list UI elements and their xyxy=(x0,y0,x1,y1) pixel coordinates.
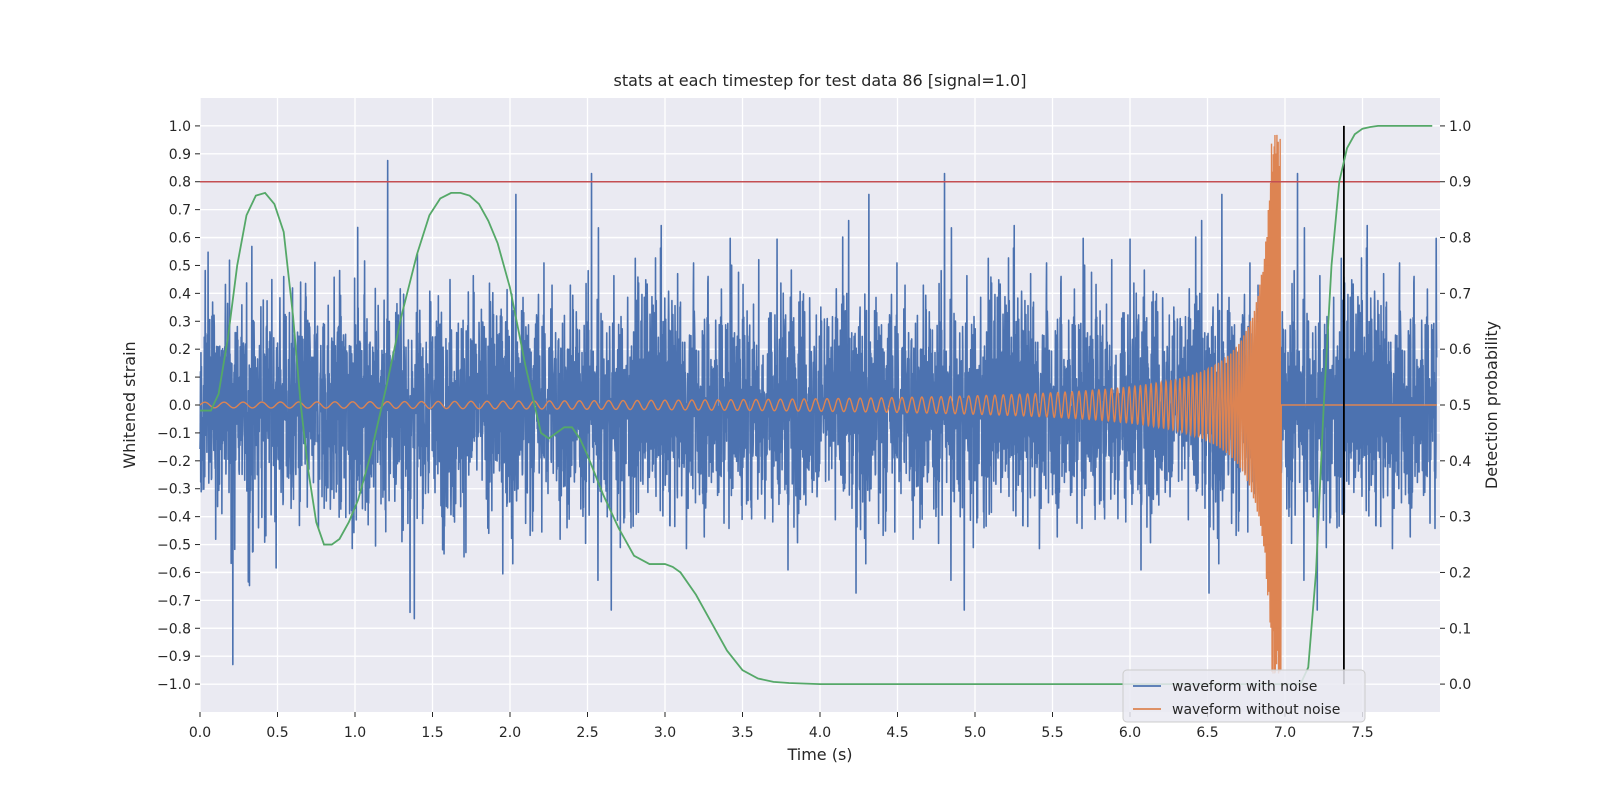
y2-axis-label: Detection probability xyxy=(1482,321,1501,489)
x-tick-label: 0.0 xyxy=(189,725,211,741)
x-tick-label: 2.0 xyxy=(499,725,521,741)
y-tick-label: −0.3 xyxy=(157,482,191,498)
x-tick-label: 5.0 xyxy=(964,725,986,741)
y2-tick-label: 0.7 xyxy=(1449,286,1471,302)
y-tick-label: 1.0 xyxy=(169,119,191,135)
y-tick-label: 0.1 xyxy=(169,370,191,386)
x-tick-label: 3.5 xyxy=(731,725,753,741)
x-tick-label: 1.0 xyxy=(344,725,366,741)
x-tick-label: 7.0 xyxy=(1274,725,1296,741)
y-tick-label: −0.1 xyxy=(157,426,191,442)
y-axis-label: Whitened strain xyxy=(120,341,139,468)
y-tick-label: −0.4 xyxy=(157,510,191,526)
y-tick-label: −0.2 xyxy=(157,454,191,470)
y-tick-label: 0.0 xyxy=(169,398,191,414)
chart-title: stats at each timestep for test data 86 … xyxy=(614,71,1027,90)
y-tick-label: 0.5 xyxy=(169,258,191,274)
x-tick-label: 6.5 xyxy=(1196,725,1218,741)
x-tick-label: 0.5 xyxy=(266,725,288,741)
x-tick-label: 6.0 xyxy=(1119,725,1141,741)
x-tick-label: 7.5 xyxy=(1351,725,1373,741)
x-tick-label: 4.0 xyxy=(809,725,831,741)
x-tick-label: 4.5 xyxy=(886,725,908,741)
x-tick-label: 1.5 xyxy=(421,725,443,741)
y-tick-label: −0.5 xyxy=(157,538,191,554)
y-tick-label: −0.6 xyxy=(157,565,191,581)
y-tick-label: 0.3 xyxy=(169,314,191,330)
legend: waveform with noise waveform without nois… xyxy=(1122,669,1366,723)
series-waveform-without-noise xyxy=(199,134,1437,674)
y2-tick-label: 1.0 xyxy=(1449,119,1471,135)
legend-label: waveform without noise xyxy=(1172,702,1340,718)
x-axis-label: Time (s) xyxy=(786,745,852,764)
y-tick-label: 0.7 xyxy=(169,203,191,219)
overlay-lines xyxy=(200,125,1440,685)
clean-waveform-line xyxy=(199,134,1437,674)
y-tick-label: −1.0 xyxy=(157,677,191,693)
y-tick-label: 0.6 xyxy=(169,231,191,247)
y-tick-label: 0.2 xyxy=(169,342,191,358)
y-tick-label: 0.9 xyxy=(169,147,191,163)
y2-tick-label: 0.4 xyxy=(1449,454,1471,470)
y2-tick-label: 0.9 xyxy=(1449,175,1471,191)
y2-tick-label: 0.2 xyxy=(1449,565,1471,581)
ticks: 0.0 0.5 1.0 1.5 2.0 2.5 3.0 3.5 4.0 4.5 5.0 5.5 6.0 6… xyxy=(157,119,1471,741)
y2-tick-label: 0.3 xyxy=(1449,510,1471,526)
x-tick-label: 5.5 xyxy=(1041,725,1063,741)
y-tick-label: −0.7 xyxy=(157,593,191,609)
x-tick-label: 3.0 xyxy=(654,725,676,741)
legend-label: waveform with noise xyxy=(1172,679,1317,695)
y2-tick-label: 0.1 xyxy=(1449,621,1471,637)
y2-tick-label: 0.5 xyxy=(1449,398,1471,414)
y2-tick-label: 0.8 xyxy=(1449,231,1471,247)
x-tick-label: 2.5 xyxy=(576,725,598,741)
y-tick-label: −0.8 xyxy=(157,621,191,637)
y-tick-label: −0.9 xyxy=(157,649,191,665)
legend-box xyxy=(1122,669,1366,723)
y2-tick-label: 0.0 xyxy=(1449,677,1471,693)
y2-tick-label: 0.6 xyxy=(1449,342,1471,358)
y-tick-label: 0.8 xyxy=(169,175,191,191)
y-tick-label: 0.4 xyxy=(169,286,191,302)
